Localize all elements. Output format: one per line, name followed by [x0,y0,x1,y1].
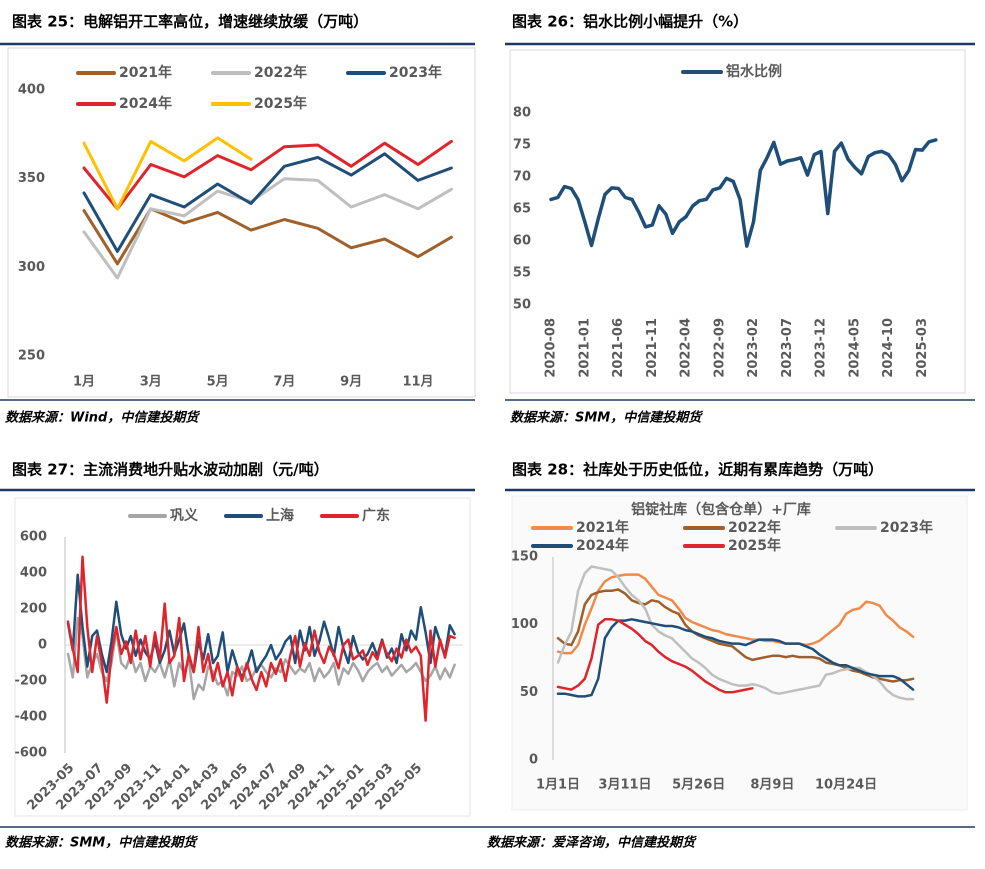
source: 数据来源：SMM，中信建投期货 [510,410,703,426]
series-line [82,139,453,211]
legend-label: 铝水比例 [726,63,782,80]
x-tick-label: 1月1日 [536,778,580,793]
x-tick-label: 9月 [340,375,362,390]
source: 数据来源：爱泽咨询，中信建投期货 [487,835,697,851]
x-tick-label: 2023-07 [780,318,795,378]
y-tick-label: -400 [14,710,47,725]
y-tick-label: -200 [14,674,47,689]
y-tick-label: 50 [520,685,538,700]
x-tick-label: 1月 [73,375,95,390]
x-tick-label: 2023-02 [746,318,761,378]
x-tick-label: 2022-09 [712,318,727,378]
series-line [66,573,456,679]
y-tick-label: 250 [18,349,45,364]
legend-label: 2023年 [389,64,442,81]
x-tick-label: 5月 [207,375,229,390]
x-tick-label: 2021-11 [645,318,660,378]
source: 数据来源：SMM，中信建投期货 [5,835,198,851]
x-tick-label: 10月24日 [815,778,877,793]
x-tick-label: 2023-12 [814,318,829,378]
series-line [556,618,915,698]
y-tick-label: 400 [18,83,45,98]
y-tick-label: 65 [513,202,531,217]
source: 数据来源：Wind，中信建投期货 [5,410,200,426]
y-tick-label: 600 [20,530,47,545]
y-tick-label: 150 [511,550,538,565]
legend-label: 2022年 [254,64,307,81]
x-tick-label: 5月26日 [672,778,725,793]
series-line [82,136,253,211]
x-tick-label: 3月 [140,375,162,390]
y-tick-label: 100 [511,617,538,632]
legend-label: 2025年 [254,95,307,112]
y-tick-label: 60 [513,234,531,249]
y-tick-label: 55 [513,266,531,281]
y-tick-label: 0 [38,638,47,653]
legend-label: 巩义 [170,507,198,524]
x-tick-label: 2022-04 [679,318,694,378]
series-line [556,618,754,694]
y-tick-label: 350 [18,171,45,186]
y-tick-label: 75 [513,138,531,153]
legend-label: 2024年 [119,95,172,112]
panel-frame [14,497,471,817]
x-tick-label: 2024-10 [881,318,896,378]
x-tick-label: 3月11日 [598,778,651,793]
legend-label: 2022年 [728,519,781,536]
x-tick-label: 2025-03 [915,318,930,378]
series-line [549,138,938,248]
y-tick-label: 70 [513,170,531,185]
chart-title: 图表 28：社库处于历史低位，近期有累库趋势（万吨） [512,461,883,479]
x-tick-label: 2024-05 [847,318,862,378]
x-tick-label: 7月 [273,375,295,390]
legend-label: 广东 [362,507,390,524]
series-line [556,588,915,683]
series-line [82,177,453,280]
series-line [66,555,456,722]
x-tick-label: 11月 [402,375,433,390]
y-tick-label: 80 [513,106,531,121]
chart-title: 图表 27：主流消费地升贴水波动加剧（元/吨） [12,461,329,479]
legend-label: 2021年 [119,64,172,81]
panel-frame [509,49,966,394]
series-line [82,152,453,253]
y-tick-label: 400 [20,566,47,581]
x-tick-label: 8月9日 [750,778,794,793]
y-tick-label: 200 [20,602,47,617]
legend-label: 2025年 [728,537,781,554]
x-tick-label: 2020-08 [544,318,559,378]
y-tick-label: 50 [513,298,531,313]
x-tick-label: 2021-01 [577,318,592,378]
panel-frame [7,47,476,398]
chart-title: 图表 26：铝水比例小幅提升（%） [512,13,748,31]
y-tick-label: 0 [529,753,538,768]
x-tick-label: 2021-06 [611,318,626,378]
legend-label: 2023年 [880,519,933,536]
legend-label: 上海 [266,507,294,524]
chart-subtitle: 铝锭社库（包含仓单）+厂库 [631,501,811,518]
chart-title: 图表 25：电解铝开工率高位，增速继续放缓（万吨） [12,13,368,31]
y-tick-label: -600 [14,746,47,761]
legend-label: 2021年 [576,519,629,536]
y-tick-label: 300 [18,260,45,275]
legend-label: 2024年 [576,537,629,554]
